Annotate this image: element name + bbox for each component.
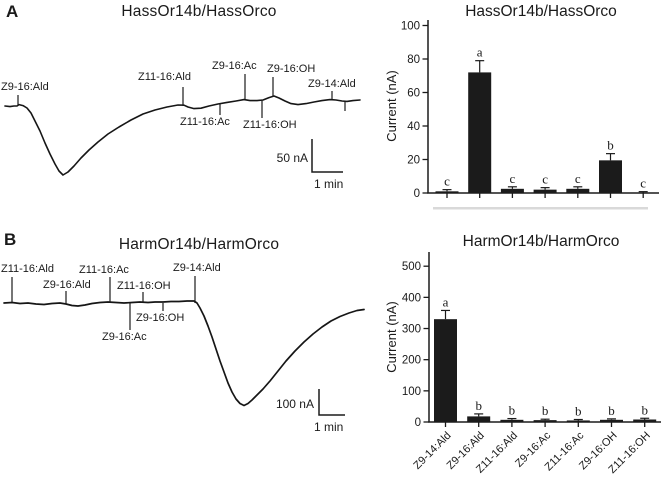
stimulus-label: Z9-16:Ac [212,60,257,72]
trace-a [4,95,361,176]
significance-letter: b [608,403,615,418]
bar [566,188,590,193]
y-tick-label: 400 [402,292,421,304]
y-tick-label: 100 [402,386,421,398]
stimulus-label: Z9-16:OH [136,312,185,324]
stimulus-label: Z11-16:Ald [138,71,191,83]
panel-b-trace-title: HarmOr14b/HarmOrco [118,236,280,253]
bar [631,192,655,193]
y-tick-label: 0 [414,188,420,200]
significance-letter: c [542,172,548,187]
scalebar-a-current-label: 50 nA [276,151,308,165]
stimulus-label: Z11-16:OH [117,280,171,292]
bar-chart-harm: HarmOr14b/HarmOrco Current (nA) 0 100 200 300… [384,233,661,476]
stimulus-label: Z11-16:OH [243,119,297,131]
stimulus-label: Z9-14:Ald [308,78,356,90]
significance-letter: b [542,403,549,418]
stimulus-label: Z9-14:Ald [173,262,221,274]
bar [500,419,524,422]
panel-a-trace-title: HassOr14b/HassOrco [121,3,277,20]
stimulus-label: Z9-16:OH [267,63,316,75]
bar [533,420,557,422]
bar [533,189,557,193]
significance-letter: b [475,398,482,413]
significance-letter: c [640,176,646,191]
y-tick-label: 20 [407,155,420,167]
bar [600,419,623,422]
significance-letter: a [443,294,449,309]
y-tick-label: 500 [402,261,421,273]
significance-letter: b [575,404,582,419]
y-tick-label: 60 [407,88,420,100]
scalebar-b [318,389,345,416]
bar [500,188,524,193]
panel-b-letter: B [4,230,17,249]
bar [633,419,657,422]
significance-letter: c [444,174,450,189]
y-tick-label: 40 [407,121,420,133]
significance-letter: c [575,171,581,186]
y-axis-label: Current (nA) [384,70,399,142]
significance-letter: c [510,171,516,186]
y-tick-label: 200 [402,355,421,367]
bar [435,191,459,193]
scalebar-a [311,139,343,173]
significance-letter: a [477,45,483,60]
significance-letter: b [607,138,614,153]
stimulus-label: Z9-16:Ald [1,81,49,93]
bar [467,416,491,422]
y-tick-label: 300 [402,324,421,336]
bar [566,420,590,422]
significance-letter: b [509,403,516,418]
separator-band [433,207,648,210]
bar [468,72,492,193]
bar [434,319,457,422]
scalebar-a-time-label: 1 min [314,177,344,191]
chart-title: HarmOr14b/HarmOrco [463,233,620,250]
y-tick-label: 80 [407,54,420,66]
stimulus-ticks-a [17,74,346,118]
stimulus-label: Z9-16:Ald [43,279,91,291]
stimulus-ticks-b [11,276,196,330]
scalebar-b-time-label: 1 min [314,420,344,434]
significance-letter: b [641,402,648,417]
stimulus-label: Z11-16:Ac [180,116,230,128]
y-tick-label: 0 [415,417,421,429]
trace-b [3,300,365,407]
stimulus-label: Z11-16:Ald [1,263,54,275]
scalebar-b-current-label: 100 nA [275,397,314,411]
y-tick-label: 100 [401,21,420,33]
stimulus-label: Z9-16:Ac [102,331,147,343]
stimulus-label: Z11-16:Ac [79,264,129,276]
y-axis-label: Current (nA) [384,301,399,373]
bar [599,160,622,193]
chart-title: HassOr14b/HassOrco [465,3,617,20]
bar-chart-hass: HassOr14b/HassOrco Current (nA) 0 20 40 60 80 1… [384,3,659,210]
panel-a-letter: A [6,2,19,21]
